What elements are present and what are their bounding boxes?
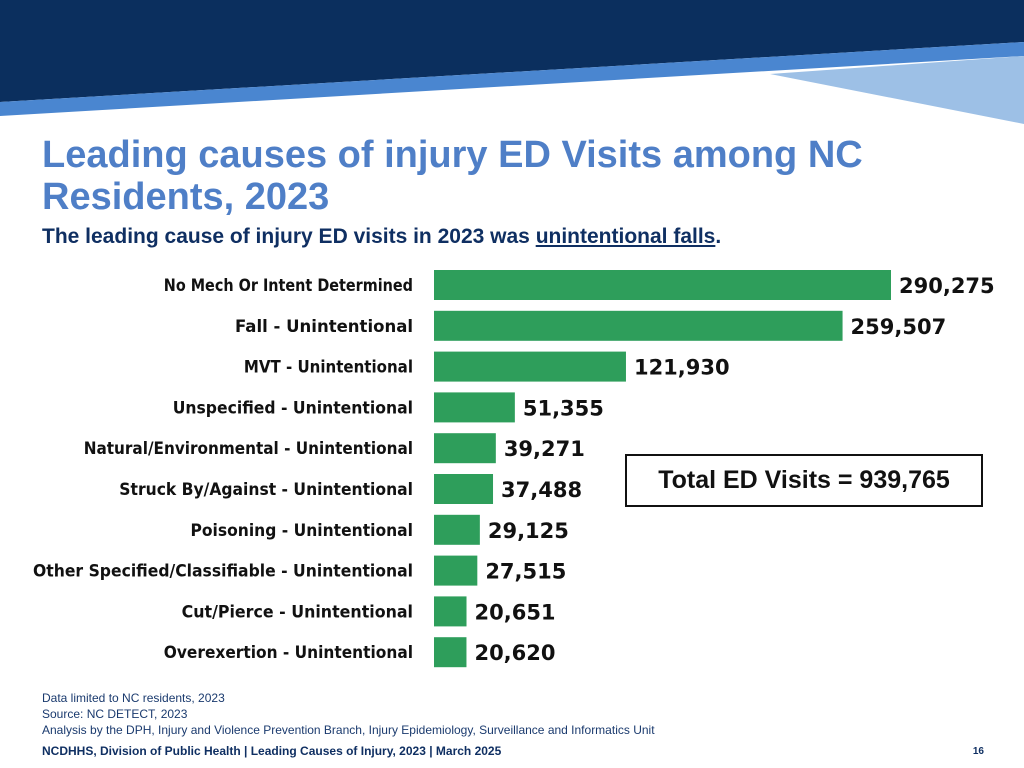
value-label: 37,488 [501, 478, 582, 502]
bar [434, 310, 843, 341]
bar [434, 596, 467, 627]
total-visits-box: Total ED Visits = 939,765 [625, 454, 983, 507]
header-banner [0, 0, 1024, 124]
value-label: 27,515 [485, 560, 566, 584]
category-label: Poisoning - Unintentional [191, 521, 414, 541]
note-line-2: Source: NC DETECT, 2023 [42, 707, 188, 721]
banner-light-wedge [770, 56, 1024, 124]
value-label: 51,355 [523, 396, 604, 420]
category-label: Natural/Environmental - Unintentional [84, 439, 413, 459]
bar [434, 270, 891, 300]
category-label: Overexertion - Unintentional [164, 643, 413, 663]
category-label: Struck By/Against - Unintentional [119, 480, 413, 500]
bar [434, 514, 480, 545]
page-title: Leading causes of injury ED Visits among… [42, 134, 863, 218]
value-label: 259,507 [851, 315, 947, 339]
bar [434, 351, 626, 382]
data-notes: Data limited to NC residents, 2023 Sourc… [42, 690, 655, 738]
category-label: MVT - Unintentional [244, 358, 413, 378]
injury-bar-chart: No Mech Or Intent Determined 290,275 Fall … [33, 270, 995, 668]
bar [434, 474, 494, 504]
value-label: 20,620 [474, 641, 555, 665]
category-label: No Mech Or Intent Determined [164, 276, 413, 296]
page-subtitle: The leading cause of injury ED visits in… [42, 224, 721, 250]
subtitle-prefix: The leading cause of injury ED visits in… [42, 225, 536, 248]
subtitle-emphasis: unintentional falls [535, 225, 716, 248]
bar [434, 392, 515, 423]
footer-text: NCDHHS, Division of Public Health | Lead… [42, 744, 502, 758]
banner-dark-band [0, 0, 1024, 102]
bar [434, 637, 467, 668]
category-label: Unspecified - Unintentional [173, 398, 413, 418]
value-label: 29,125 [488, 519, 569, 543]
category-label: Cut/Pierce - Unintentional [182, 602, 413, 622]
note-line-1: Data limited to NC residents, 2023 [42, 691, 225, 705]
category-label: Other Specified/Classifiable - Unintenti… [33, 562, 413, 582]
bar [434, 433, 496, 464]
value-label: 290,275 [899, 274, 995, 298]
category-label: Fall - Unintentional [235, 317, 413, 337]
note-line-3: Analysis by the DPH, Injury and Violence… [42, 723, 655, 737]
subtitle-suffix: . [715, 225, 722, 248]
page-number: 16 [972, 746, 984, 757]
banner-mid-stripe [0, 42, 1024, 116]
value-label: 39,271 [504, 437, 585, 461]
value-label: 121,930 [634, 356, 730, 380]
bar [434, 555, 478, 586]
value-label: 20,651 [475, 600, 556, 624]
